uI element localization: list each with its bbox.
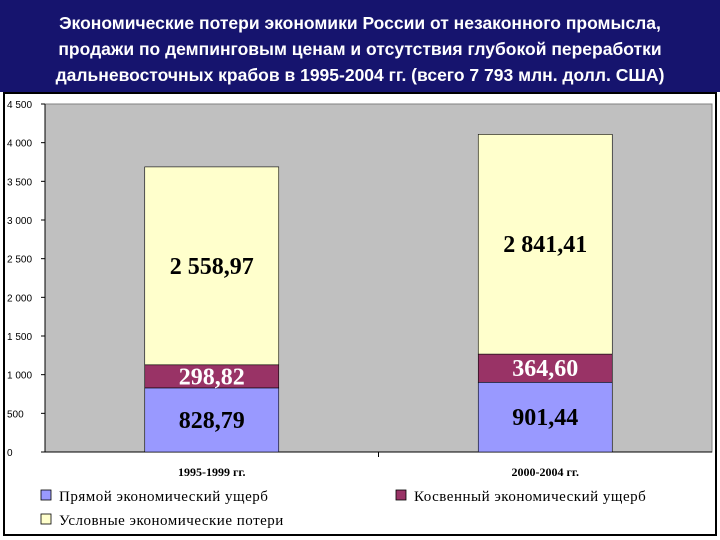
bar-segment <box>477 381 613 453</box>
y-tick-label: 2 500 <box>7 255 32 266</box>
title-line-3: дальневосточных крабов в 1995-2004 гг. (… <box>55 65 665 85</box>
data-label: 901,44 <box>512 405 578 431</box>
bar-segment <box>477 134 613 355</box>
y-tick-label: 4 500 <box>7 100 32 111</box>
legend-label: Косвенный экономический ущерб <box>414 489 646 505</box>
y-tick-label: 2 000 <box>7 293 32 304</box>
y-tick-label: 3 000 <box>7 216 32 227</box>
legend-label: Условные экономические потери <box>59 513 284 529</box>
y-tick-label: 1 000 <box>7 371 32 382</box>
y-tick-label: 0 <box>7 448 13 459</box>
data-label: 298,82 <box>179 364 245 390</box>
y-tick-label: 500 <box>7 409 24 420</box>
y-tick-label: 4 000 <box>7 139 32 150</box>
title-line-1: Экономические потери экономики России от… <box>59 13 661 33</box>
data-label: 2 558,97 <box>170 254 254 280</box>
legend-swatch <box>395 489 407 501</box>
y-tick-label: 3 500 <box>7 177 32 188</box>
chart-title: Экономические потери экономики России от… <box>0 0 720 92</box>
data-label: 364,60 <box>512 356 578 382</box>
y-tick-label: 1 500 <box>7 332 32 343</box>
bar-segment <box>144 166 280 366</box>
legend-swatch <box>40 489 52 501</box>
x-category-label: 2000-2004 гг. <box>511 465 579 479</box>
x-category-label: 1995-1999 гг. <box>178 465 246 479</box>
title-line-2: продажи по демпинговым ценам и отсутстви… <box>58 39 662 59</box>
data-label: 828,79 <box>179 408 245 434</box>
bar-segment <box>477 353 613 383</box>
data-label: 2 841,41 <box>503 232 587 258</box>
legend-swatch <box>40 513 52 525</box>
legend-label: Прямой экономический ущерб <box>59 489 268 505</box>
bar-segment <box>144 387 280 453</box>
